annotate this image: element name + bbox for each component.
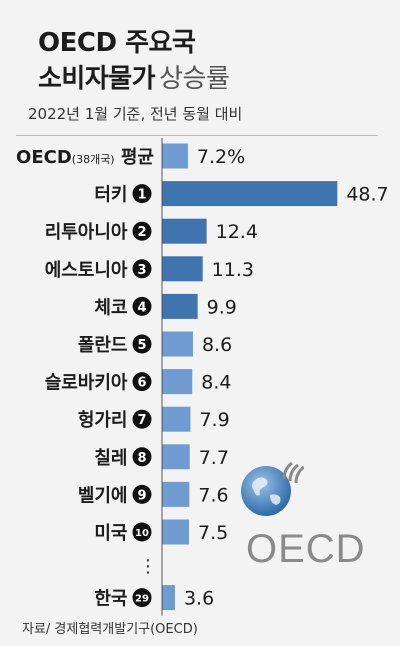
category-label: 폴란드 [78, 335, 128, 356]
value-label: 9.9 [207, 296, 237, 318]
bar [162, 181, 338, 207]
bar [162, 481, 190, 507]
value-label: 48.7 [346, 184, 388, 206]
rank-number: 5 [137, 338, 146, 353]
value-label: 7.5 [198, 522, 228, 544]
chart-title-line2: 소비자물가 상승률 [38, 58, 230, 95]
bar [162, 143, 188, 169]
rank-badge [132, 372, 152, 392]
category-label: 벨기에 [78, 485, 128, 506]
rank-number: 6 [137, 376, 146, 391]
category-label: 리투아니아 [45, 222, 128, 243]
chart-title-main: 소비자물가 [38, 64, 156, 94]
title-divider [16, 135, 378, 136]
bar [162, 218, 207, 244]
rank-number: 3 [137, 263, 146, 278]
rank-number: 7 [137, 413, 146, 428]
category-label: 미국 [94, 523, 127, 544]
category-label: 터키 [94, 185, 127, 206]
oecd-globe-icon [241, 461, 304, 516]
rank-badge [132, 259, 152, 279]
rank-badge [132, 296, 152, 316]
value-label: 8.4 [201, 372, 231, 394]
category-label: 칠레 [94, 448, 127, 469]
rank-number: 1 [137, 188, 146, 203]
category-label: 에스토니아 [45, 260, 128, 281]
category-label: 헝가리 [78, 410, 128, 431]
chart-subtitle: 2022년 1월 기준, 전년 동월 대비 [28, 105, 243, 123]
bar [162, 369, 193, 395]
rank-number: 10 [135, 528, 149, 539]
source-note: 자료/ 경제협력개발기구(OECD) [22, 622, 198, 637]
value-label: 11.3 [212, 259, 254, 281]
category-label: 체코 [94, 297, 127, 318]
bar [162, 293, 198, 319]
value-label: 8.6 [202, 334, 232, 356]
rank-badge [132, 484, 152, 504]
category-label: OECD(38개국) 평균 [16, 147, 154, 168]
rank-badge [132, 409, 152, 429]
chart-title-sub: 상승률 [159, 64, 230, 94]
oecd-logo-text: OECD [246, 527, 366, 571]
bar [162, 585, 175, 611]
bar [162, 444, 190, 470]
rank-badge [132, 221, 152, 241]
category-label: 한국 [94, 589, 127, 610]
rank-number: 9 [137, 488, 146, 503]
rank-number: 4 [137, 300, 146, 315]
value-label: 7.2% [197, 146, 245, 168]
rank-badge [132, 447, 152, 467]
value-label: 3.6 [184, 588, 214, 610]
bar [162, 519, 189, 545]
rank-badge [132, 184, 152, 204]
rank-badge [132, 588, 152, 608]
bar [162, 406, 191, 432]
bar [162, 256, 203, 282]
rank-number: 8 [137, 451, 146, 466]
value-label: 7.6 [198, 484, 228, 506]
rank-number: 2 [137, 225, 146, 240]
rank-badge [132, 334, 152, 354]
chart-title-line1: OECD 주요국 [38, 28, 196, 58]
value-label: 7.7 [199, 447, 229, 469]
row-ellipsis: ⋮ [139, 556, 157, 577]
value-label: 12.4 [216, 221, 258, 243]
bar [162, 331, 193, 357]
category-label: 슬로바키아 [45, 373, 128, 394]
value-label: 7.9 [199, 409, 229, 431]
rank-number: 29 [135, 594, 149, 605]
rank-badge [132, 522, 152, 542]
